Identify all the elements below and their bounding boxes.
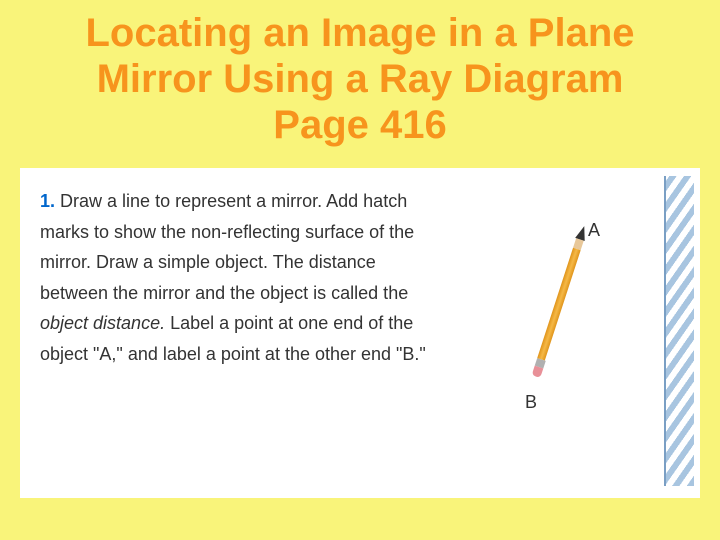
label-b: B: [525, 392, 537, 413]
content-panel: 1. Draw a line to represent a mirror. Ad…: [20, 168, 700, 498]
ray-diagram: A B: [420, 168, 700, 498]
pencil-eraser: [531, 366, 543, 378]
label-a: A: [588, 220, 600, 241]
pencil-body: [537, 248, 580, 361]
step-text: Draw a line to represent a mirror. Add h…: [40, 191, 426, 364]
slide-title: Locating an Image in a Plane Mirror Usin…: [0, 0, 720, 168]
title-line-3: Page 416: [30, 102, 690, 148]
pencil-object: [513, 220, 604, 394]
step-text-italic: object distance.: [40, 313, 165, 333]
title-line-2: Mirror Using a Ray Diagram: [30, 56, 690, 102]
mirror-line: [664, 176, 694, 486]
instruction-step: 1. Draw a line to represent a mirror. Ad…: [20, 168, 450, 498]
step-text-p1: Draw a line to represent a mirror. Add h…: [40, 191, 414, 303]
step-number: 1.: [40, 191, 55, 211]
title-line-1: Locating an Image in a Plane: [30, 10, 690, 56]
